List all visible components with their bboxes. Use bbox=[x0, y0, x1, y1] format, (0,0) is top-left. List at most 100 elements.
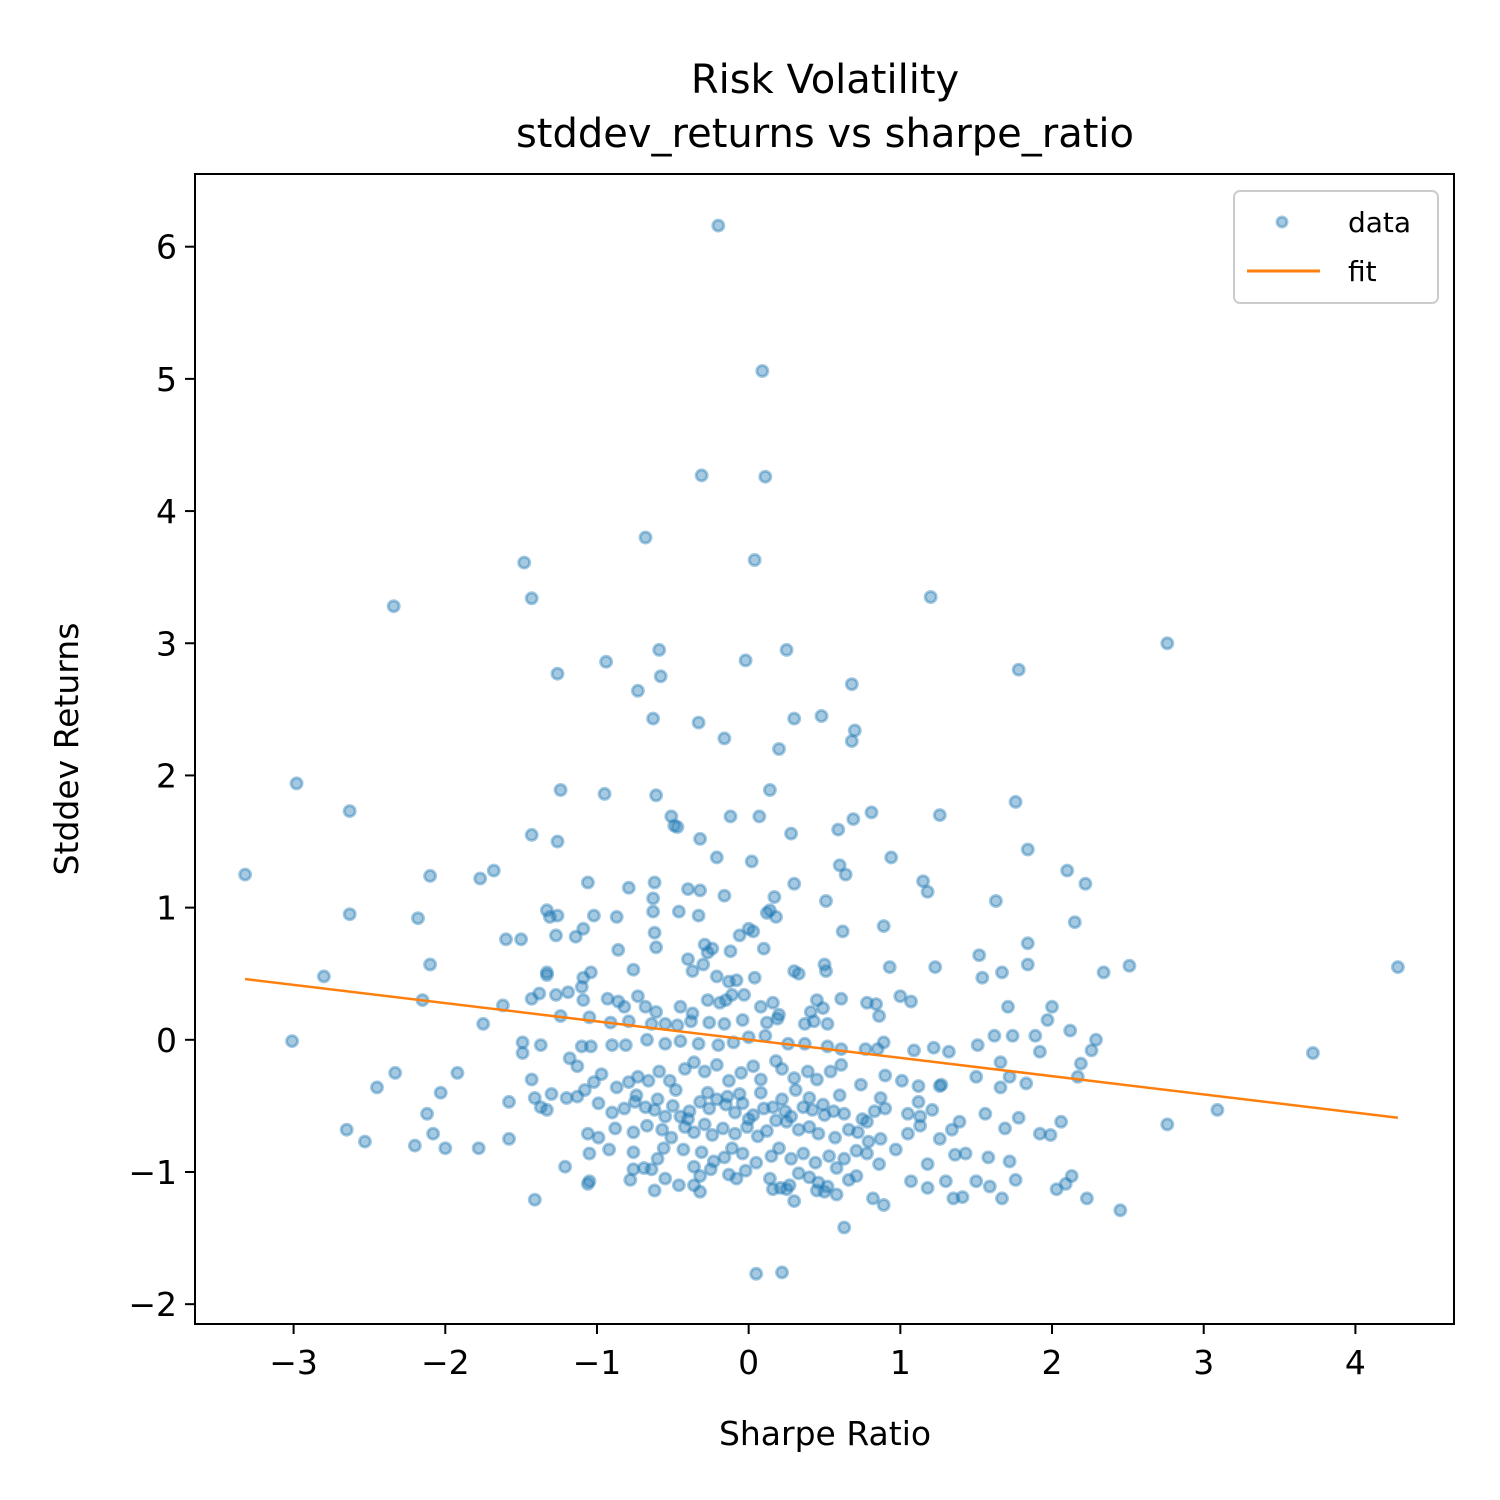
data-point bbox=[732, 928, 747, 943]
data-point bbox=[658, 1016, 673, 1031]
data-point bbox=[693, 1094, 708, 1109]
data-point bbox=[811, 1175, 826, 1190]
data-point bbox=[677, 1120, 692, 1134]
data-point bbox=[342, 907, 357, 922]
data-point bbox=[750, 1129, 765, 1144]
legend: data fit bbox=[1233, 190, 1439, 304]
data-point bbox=[941, 1044, 956, 1059]
data-point bbox=[1122, 958, 1137, 973]
data-point bbox=[770, 1011, 785, 1026]
data-point bbox=[697, 1064, 712, 1079]
data-point bbox=[775, 1061, 789, 1076]
data-point bbox=[721, 974, 736, 989]
y-tick-label: 3 bbox=[156, 624, 177, 663]
data-point bbox=[749, 1266, 764, 1281]
data-point bbox=[602, 1142, 617, 1157]
data-point bbox=[626, 1162, 641, 1177]
data-point bbox=[1019, 1076, 1034, 1091]
data-point bbox=[630, 1069, 645, 1084]
data-point bbox=[802, 1120, 817, 1134]
data-point bbox=[658, 1036, 673, 1051]
data-point bbox=[550, 666, 565, 681]
data-point bbox=[664, 1130, 679, 1145]
data-point bbox=[987, 1028, 1002, 1043]
data-point bbox=[594, 1067, 609, 1082]
data-point bbox=[471, 1141, 486, 1156]
data-point bbox=[671, 1178, 686, 1193]
data-point bbox=[611, 942, 626, 957]
data-point bbox=[844, 734, 859, 749]
data-point bbox=[580, 1126, 595, 1141]
data-point bbox=[502, 1131, 516, 1146]
data-point bbox=[837, 1151, 852, 1166]
data-point bbox=[866, 1191, 880, 1206]
data-point bbox=[515, 1035, 530, 1050]
data-point bbox=[873, 1131, 888, 1146]
data-point bbox=[532, 986, 547, 1001]
data-point bbox=[673, 1109, 688, 1124]
data-point bbox=[691, 908, 706, 923]
data-point bbox=[756, 1101, 771, 1116]
data-point bbox=[775, 1092, 789, 1107]
data-point bbox=[1005, 1028, 1020, 1043]
data-point bbox=[823, 1064, 838, 1079]
data-point bbox=[765, 995, 780, 1010]
data-point bbox=[1073, 1056, 1088, 1071]
data-point bbox=[1160, 636, 1175, 651]
data-point bbox=[787, 1194, 802, 1209]
data-point bbox=[779, 642, 794, 657]
data-point bbox=[784, 1109, 799, 1124]
data-point bbox=[524, 1072, 539, 1087]
data-point bbox=[729, 1171, 744, 1186]
data-point bbox=[662, 1073, 677, 1088]
data-point bbox=[638, 1100, 653, 1115]
data-point bbox=[969, 1069, 984, 1084]
data-point bbox=[646, 711, 661, 726]
data-point bbox=[647, 875, 662, 890]
data-point bbox=[849, 1169, 864, 1183]
data-point bbox=[693, 831, 708, 846]
data-point bbox=[670, 820, 685, 834]
data-point bbox=[765, 1182, 780, 1197]
data-point bbox=[900, 1126, 915, 1141]
data-point bbox=[691, 1036, 706, 1051]
data-point bbox=[970, 1038, 985, 1053]
data-point bbox=[718, 993, 733, 1008]
data-point bbox=[687, 1125, 701, 1140]
data-point bbox=[791, 1166, 806, 1181]
data-point bbox=[623, 1172, 638, 1187]
data-point bbox=[972, 948, 987, 963]
data-point bbox=[1011, 662, 1026, 677]
y-axis-label: Stddev Returns bbox=[47, 623, 86, 876]
fit-line-group bbox=[244, 977, 1399, 1120]
data-point bbox=[805, 1102, 820, 1117]
data-point bbox=[700, 945, 715, 960]
data-point bbox=[861, 1134, 876, 1149]
data-point bbox=[388, 1065, 403, 1080]
data-point bbox=[782, 1178, 797, 1193]
data-point bbox=[746, 924, 761, 939]
data-point bbox=[773, 1180, 788, 1195]
data-point bbox=[932, 1131, 947, 1146]
data-point bbox=[1008, 1172, 1023, 1187]
x-tick-label: −3 bbox=[269, 1343, 318, 1382]
data-point bbox=[734, 1065, 749, 1080]
data-point bbox=[668, 1083, 683, 1097]
data-point bbox=[656, 1141, 671, 1156]
data-point bbox=[759, 905, 774, 920]
data-point bbox=[627, 1094, 642, 1109]
data-point bbox=[561, 985, 576, 1000]
data-point bbox=[550, 908, 565, 923]
data-point bbox=[1020, 842, 1035, 857]
data-point bbox=[650, 1092, 665, 1107]
data-point bbox=[809, 1072, 824, 1087]
data-point bbox=[944, 1122, 959, 1137]
data-point bbox=[626, 1145, 641, 1160]
data-point bbox=[819, 964, 833, 979]
data-point bbox=[697, 937, 712, 952]
data-point bbox=[649, 1005, 664, 1019]
data-point bbox=[582, 1174, 597, 1189]
data-point bbox=[925, 1102, 940, 1117]
data-point bbox=[553, 783, 568, 797]
data-point bbox=[638, 999, 653, 1014]
